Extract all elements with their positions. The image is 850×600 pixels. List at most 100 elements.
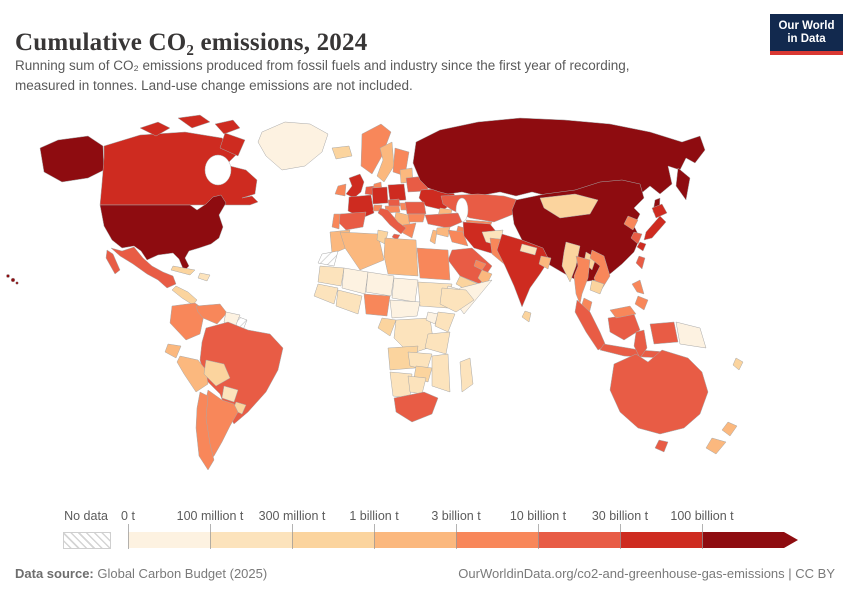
legend-tick bbox=[128, 524, 129, 549]
legend-band-b3[interactable] bbox=[292, 532, 374, 548]
country-canada[interactable] bbox=[99, 131, 259, 206]
country-japan-hokkaido[interactable] bbox=[651, 203, 668, 219]
country-new-zealand-south[interactable] bbox=[705, 437, 727, 455]
legend-band-b2[interactable] bbox=[210, 532, 292, 548]
country-new-caledonia[interactable] bbox=[732, 357, 744, 371]
country-ethiopia[interactable] bbox=[439, 287, 475, 313]
country-uganda[interactable] bbox=[425, 311, 439, 325]
country-myanmar[interactable] bbox=[561, 241, 581, 283]
country-mauritania[interactable] bbox=[317, 265, 345, 287]
country-madagascar[interactable] bbox=[459, 357, 474, 393]
country-syria[interactable] bbox=[435, 226, 451, 238]
country-australia-tasmania[interactable] bbox=[654, 439, 669, 453]
country-japan-honshu[interactable] bbox=[643, 215, 667, 241]
country-canada-island[interactable] bbox=[214, 119, 241, 135]
country-taiwan[interactable] bbox=[635, 255, 646, 270]
country-canada-island[interactable] bbox=[177, 114, 211, 129]
country-sweden[interactable] bbox=[376, 141, 395, 183]
country-spain[interactable] bbox=[336, 211, 367, 231]
country-south-africa[interactable] bbox=[393, 391, 439, 423]
country-uk[interactable] bbox=[345, 173, 365, 199]
country-western-sahara[interactable] bbox=[317, 250, 339, 267]
country-chad[interactable] bbox=[391, 277, 419, 303]
country-usa[interactable] bbox=[99, 194, 227, 272]
country-venezuela[interactable] bbox=[195, 303, 228, 325]
country-usa-hawaii[interactable] bbox=[10, 277, 16, 283]
country-congo-gabon[interactable] bbox=[377, 317, 397, 337]
country-colombia[interactable] bbox=[169, 302, 206, 341]
country-chile[interactable] bbox=[195, 391, 215, 471]
country-romania[interactable] bbox=[404, 201, 427, 215]
country-mozambique[interactable] bbox=[431, 353, 451, 393]
country-usa-alaska[interactable] bbox=[39, 135, 105, 183]
country-libya[interactable] bbox=[383, 237, 419, 277]
country-niger[interactable] bbox=[365, 271, 395, 297]
country-usa-hawaii[interactable] bbox=[15, 281, 19, 285]
country-egypt[interactable] bbox=[416, 247, 451, 281]
country-bolivia[interactable] bbox=[203, 359, 231, 387]
country-canada-island[interactable] bbox=[139, 121, 171, 137]
legend-band-b1[interactable] bbox=[128, 532, 210, 548]
country-poland[interactable] bbox=[387, 183, 407, 202]
footer-url-license[interactable]: OurWorldinData.org/co2-and-greenhouse-ga… bbox=[458, 566, 835, 581]
legend-band-b6[interactable] bbox=[538, 532, 620, 548]
country-tanzania[interactable] bbox=[424, 331, 451, 355]
country-cameroon-car[interactable] bbox=[389, 299, 421, 319]
country-bulgaria[interactable] bbox=[407, 213, 426, 223]
legend-band-b4[interactable] bbox=[374, 532, 456, 548]
country-new-zealand-north[interactable] bbox=[721, 421, 738, 437]
country-algeria[interactable] bbox=[339, 231, 385, 271]
country-ecuador[interactable] bbox=[164, 343, 182, 359]
country-mali[interactable] bbox=[341, 267, 369, 295]
country-central-america[interactable] bbox=[171, 285, 198, 306]
country-gulf-states[interactable] bbox=[473, 259, 487, 271]
country-iceland[interactable] bbox=[331, 145, 353, 160]
country-czechia[interactable] bbox=[387, 198, 401, 208]
country-nepal[interactable] bbox=[519, 243, 538, 256]
country-indonesia-papua[interactable] bbox=[649, 321, 679, 345]
country-levant[interactable] bbox=[429, 229, 438, 245]
legend-band-b7[interactable] bbox=[620, 532, 702, 548]
country-senegal-guinea[interactable] bbox=[313, 283, 339, 305]
country-drc[interactable] bbox=[393, 317, 435, 355]
country-south-korea[interactable] bbox=[630, 231, 643, 245]
country-paraguay[interactable] bbox=[221, 385, 239, 403]
country-russia-kamchatka[interactable] bbox=[675, 167, 691, 201]
country-canada-baffin[interactable] bbox=[219, 132, 246, 157]
country-russia[interactable] bbox=[412, 117, 706, 199]
owid-logo[interactable]: Our World in Data bbox=[770, 14, 843, 55]
country-indonesia-sulawesi[interactable] bbox=[633, 329, 648, 359]
country-botswana[interactable] bbox=[407, 375, 427, 395]
country-malaysia-borneo[interactable] bbox=[609, 305, 637, 319]
legend-no-data-swatch[interactable] bbox=[63, 532, 111, 549]
country-mexico-baja[interactable] bbox=[105, 249, 121, 275]
country-germany[interactable] bbox=[371, 186, 389, 205]
country-peru[interactable] bbox=[176, 355, 209, 393]
country-hispaniola[interactable] bbox=[197, 272, 211, 282]
country-nigeria[interactable] bbox=[363, 293, 391, 317]
country-turkey[interactable] bbox=[424, 212, 463, 229]
country-iraq[interactable] bbox=[447, 229, 469, 247]
country-philippines-south[interactable] bbox=[634, 295, 649, 311]
legend-band-b5[interactable] bbox=[456, 532, 538, 548]
country-portugal[interactable] bbox=[331, 213, 341, 230]
country-mexico[interactable] bbox=[110, 246, 177, 289]
country-mongolia[interactable] bbox=[539, 193, 599, 219]
country-sri-lanka[interactable] bbox=[521, 310, 532, 323]
country-usa-hawaii[interactable] bbox=[6, 274, 10, 278]
country-north-korea[interactable] bbox=[623, 215, 639, 231]
country-greenland[interactable] bbox=[257, 121, 329, 171]
country-philippines[interactable] bbox=[631, 279, 645, 295]
country-bangladesh[interactable] bbox=[538, 255, 552, 270]
country-italy[interactable] bbox=[377, 207, 407, 235]
legend-band-b8[interactable] bbox=[702, 532, 798, 548]
country-japan-kyushu[interactable] bbox=[636, 241, 647, 252]
country-kenya[interactable] bbox=[434, 311, 456, 333]
country-cuba[interactable] bbox=[170, 265, 196, 276]
country-australia[interactable] bbox=[609, 349, 709, 435]
country-papua-new-guinea[interactable] bbox=[675, 321, 707, 349]
country-france[interactable] bbox=[347, 194, 375, 219]
country-west-africa[interactable] bbox=[335, 289, 363, 315]
country-ireland[interactable] bbox=[334, 183, 347, 197]
country-cambodia[interactable] bbox=[589, 279, 605, 295]
